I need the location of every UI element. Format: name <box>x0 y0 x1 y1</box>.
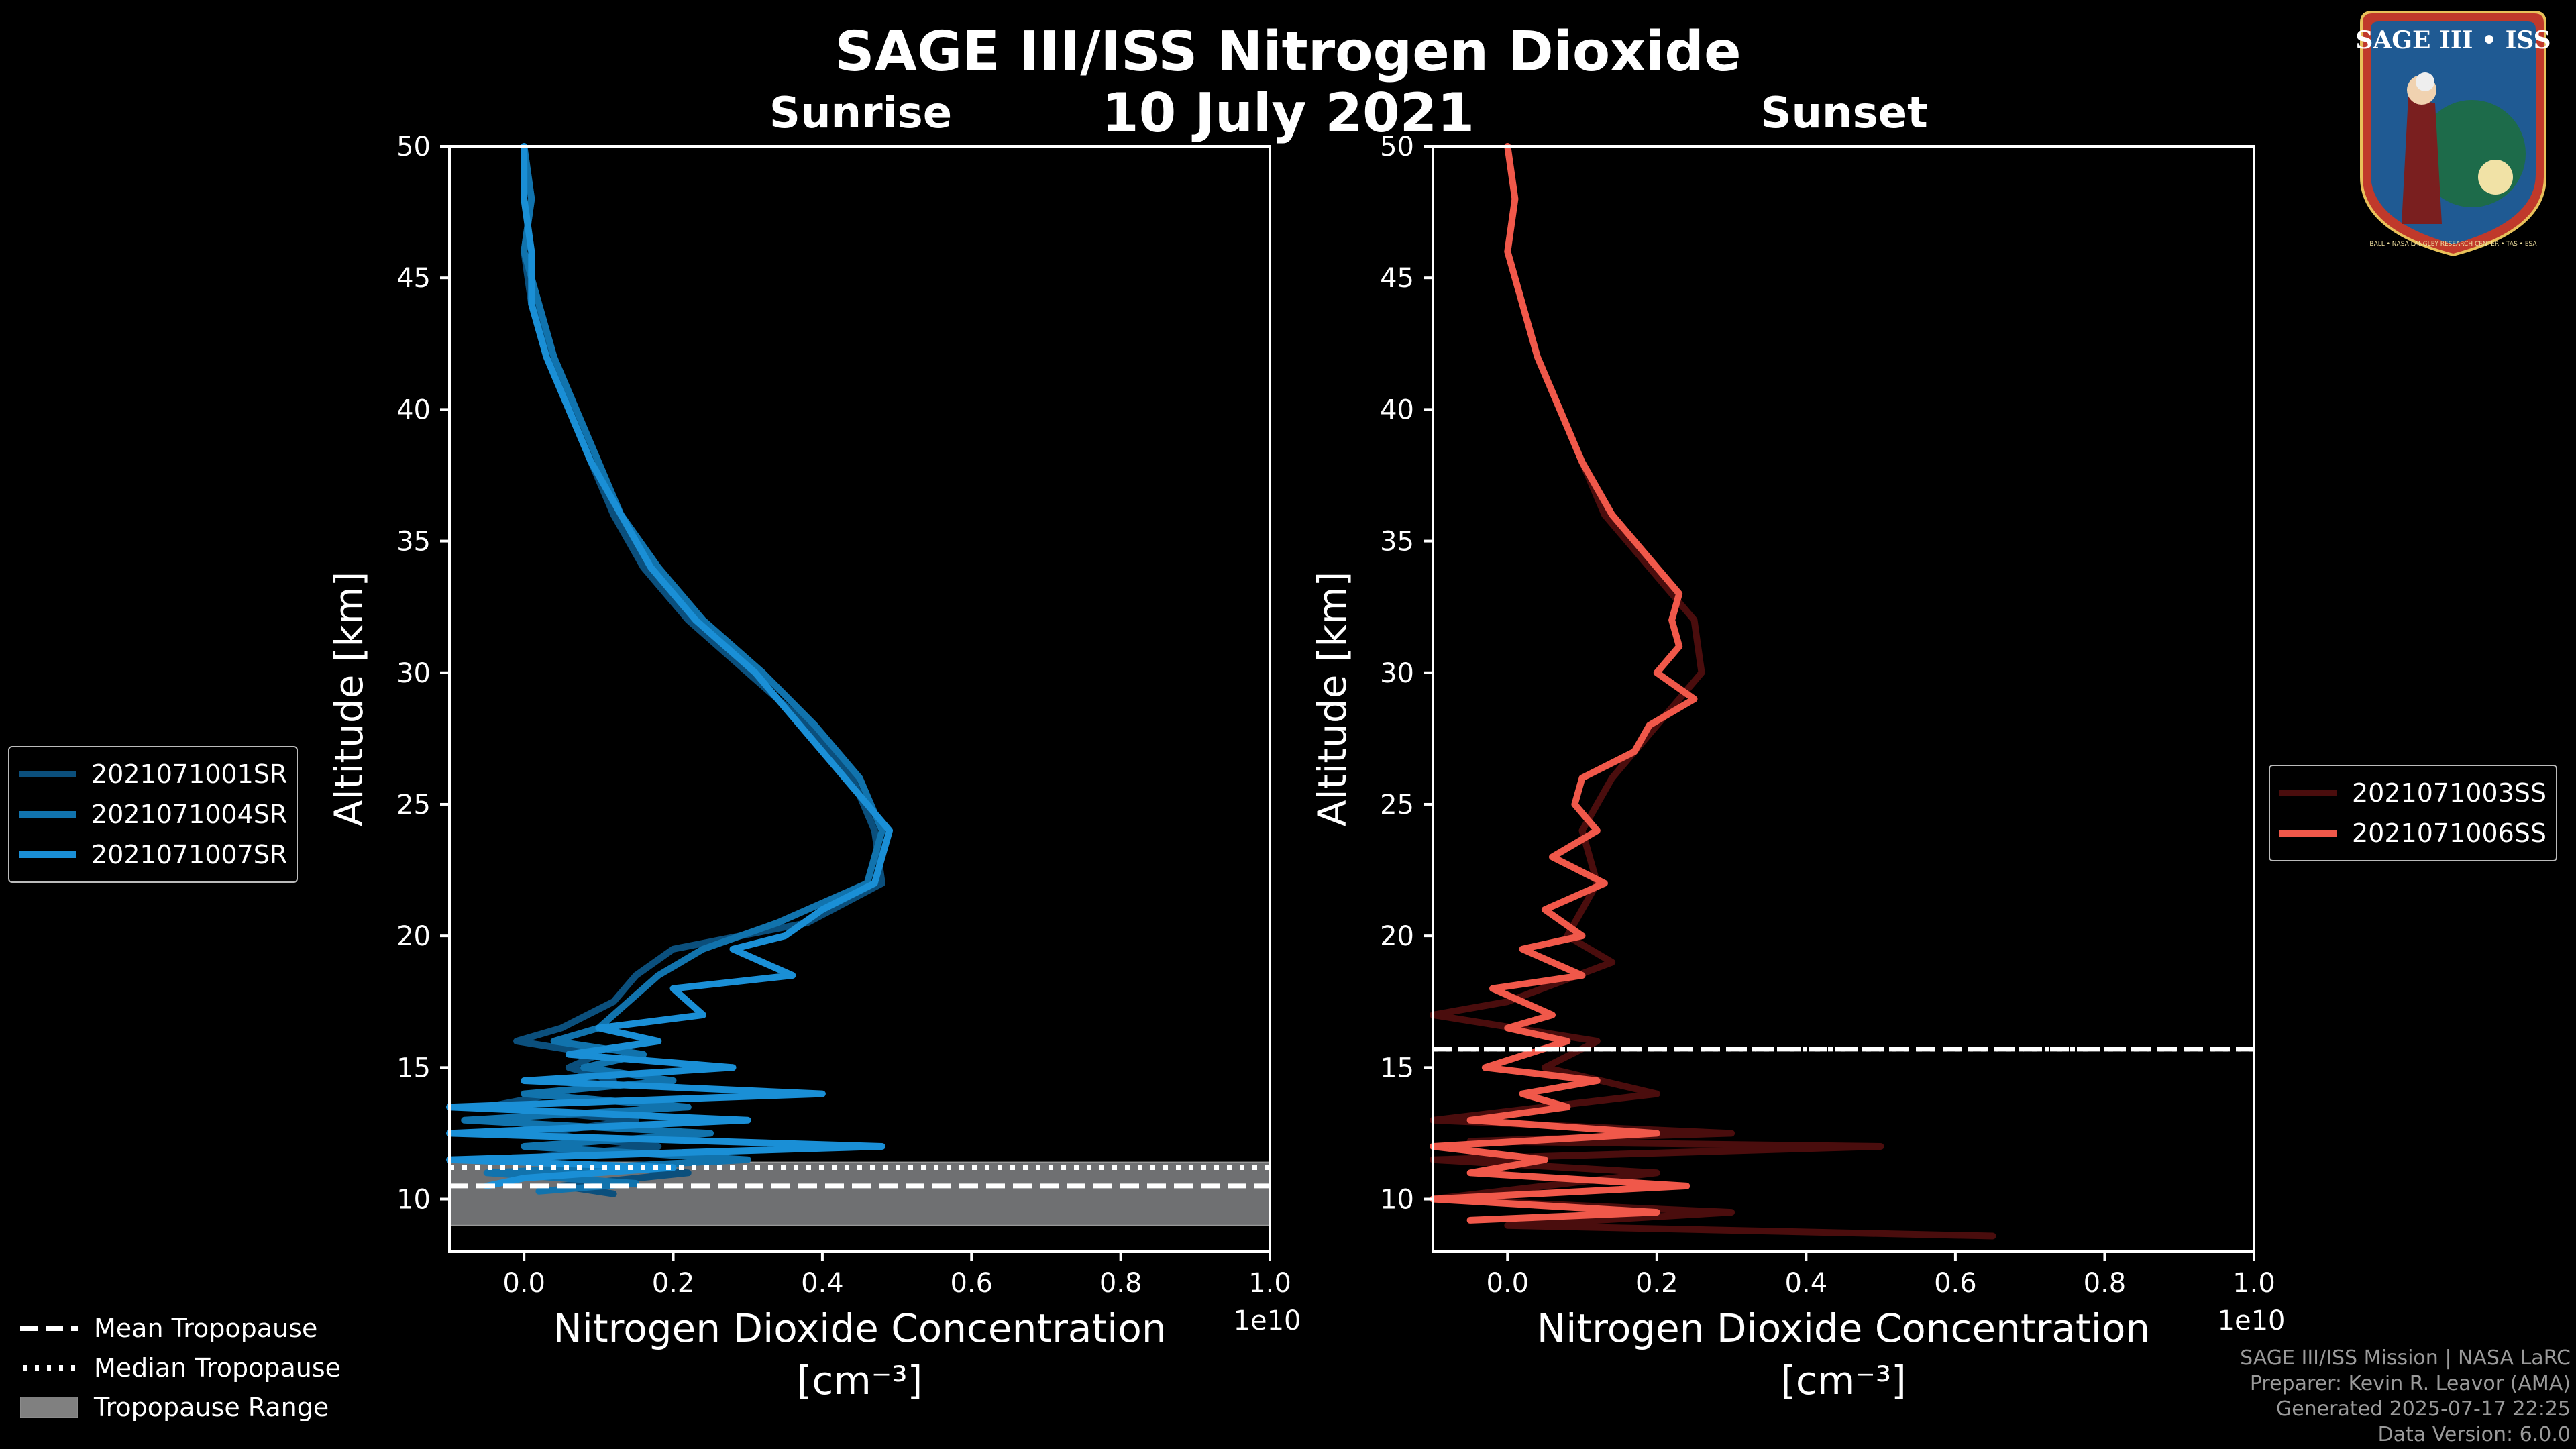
y-tick-label: 45 <box>396 263 431 294</box>
x-tick-label: 0.4 <box>1785 1268 1828 1299</box>
x-tick-label: 0.0 <box>1486 1268 1529 1299</box>
legend-item-range: Tropopause Range <box>20 1387 341 1427</box>
x-tick-label: 0.6 <box>1934 1268 1977 1299</box>
range-swatch <box>20 1396 78 1418</box>
profile-line-2021071007SR <box>446 143 893 1189</box>
dashed-line-swatch <box>20 1325 78 1331</box>
legend-item-mean: Mean Tropopause <box>20 1308 341 1348</box>
x-tick-label: 0.2 <box>652 1268 695 1299</box>
sunrise-panel-title: Sunrise <box>769 89 953 138</box>
logo-text: SAGE III • ISS <box>2355 26 2551 54</box>
logo-ring-text: BALL • NASA LANGLEY RESEARCH CENTER • TA… <box>2369 241 2537 248</box>
legend-label: 2021071004SR <box>91 800 288 829</box>
y-tick-label: 25 <box>396 790 431 820</box>
legend-label: 2021071003SS <box>2352 778 2547 808</box>
profile-line-2021071006SS <box>1430 143 1698 1224</box>
x-axis-units: [cm⁻³] <box>797 1358 923 1403</box>
legend-swatch <box>19 811 76 818</box>
y-tick-label: 30 <box>396 658 431 689</box>
legend-label: Median Tropopause <box>94 1352 341 1383</box>
sage-iii-iss-logo: SAGE III • ISS BALL • NASA LANGLEY RESEA… <box>2355 11 2551 257</box>
x-tick-label: 0.8 <box>1099 1268 1142 1299</box>
footer-credits: SAGE III/ISS Mission | NASA LaRC Prepare… <box>2240 1346 2571 1448</box>
y-tick-label: 15 <box>396 1053 431 1083</box>
y-tick-label: 35 <box>396 527 431 557</box>
legend-item: 2021071007SR <box>19 835 287 875</box>
y-tick-label: 40 <box>1380 394 1414 425</box>
footer-line: Preparer: Kevin R. Leavor (AMA) <box>2249 1372 2571 1395</box>
y-tick-label: 10 <box>396 1185 431 1216</box>
x-offset-label: 1e10 <box>2218 1305 2286 1336</box>
y-tick-label: 40 <box>396 394 431 425</box>
axes-frame <box>448 145 1271 1253</box>
x-tick-label: 0.4 <box>801 1268 844 1299</box>
sunset-legend: 2021071003SS 2021071006SS <box>2269 765 2558 861</box>
figure-date: 10 July 2021 <box>1102 82 1474 144</box>
profile-line-2021071004SR <box>461 143 885 1195</box>
sunset-plot: 0.0 0.2 0.4 0.6 0.8 1.0 10 15 20 25 30 35 40 45 50 1e10… <box>1309 131 2285 1403</box>
y-tick-label: 20 <box>396 921 431 952</box>
y-tick-label: 10 <box>1380 1185 1414 1216</box>
y-tick-label: 15 <box>1380 1053 1414 1083</box>
x-tick-label: 1.0 <box>2233 1268 2275 1299</box>
legend-label: Tropopause Range <box>94 1392 329 1422</box>
x-tick-label: 1.0 <box>1248 1268 1291 1299</box>
x-tick-label: 0.2 <box>1635 1268 1678 1299</box>
legend-item-median: Median Tropopause <box>20 1348 341 1387</box>
sunrise-legend: 2021071001SR 2021071004SR 2021071007SR <box>8 746 299 883</box>
legend-swatch <box>2279 790 2337 796</box>
legend-swatch <box>2279 830 2337 837</box>
plot-area <box>1433 146 2254 1252</box>
sunrise-plot: 0.0 0.2 0.4 0.6 0.8 1.0 10 15 20 25 30 35 40 45 50 1e10… <box>326 131 1301 1403</box>
x-tick-label: 0.6 <box>950 1268 993 1299</box>
x-axis-label: Nitrogen Dioxide Concentration <box>553 1305 1166 1351</box>
x-axis-label: Nitrogen Dioxide Concentration <box>1537 1305 2150 1351</box>
x-tick-label: 0.8 <box>2084 1268 2127 1299</box>
legend-item: 2021071004SR <box>19 794 287 835</box>
dotted-line-swatch <box>23 1364 78 1371</box>
y-tick-label: 25 <box>1380 790 1414 820</box>
footer-line: Generated 2025-07-17 22:25 <box>2275 1397 2571 1421</box>
legend-swatch <box>19 851 76 858</box>
y-tick-label: 50 <box>396 131 431 162</box>
sunset-panel-title: Sunset <box>1760 89 1928 138</box>
y-tick-label: 20 <box>1380 921 1414 952</box>
y-tick-label: 35 <box>1380 527 1414 557</box>
tropopause-legend: Mean Tropopause Median Tropopause Tropop… <box>20 1308 341 1427</box>
y-tick-label: 30 <box>1380 658 1414 689</box>
legend-swatch <box>19 771 76 777</box>
y-axis-label: Altitude [km] <box>326 572 372 826</box>
figure-title: SAGE III/ISS Nitrogen Dioxide <box>835 20 1741 84</box>
footer-line: SAGE III/ISS Mission | NASA LaRC <box>2240 1346 2571 1370</box>
y-axis-label: Altitude [km] <box>1309 572 1355 826</box>
legend-item: 2021071001SR <box>19 754 287 794</box>
x-axis-units: [cm⁻³] <box>1780 1358 1907 1403</box>
axes-frame <box>1432 145 2255 1253</box>
legend-item: 2021071003SS <box>2279 773 2546 813</box>
legend-label: 2021071007SR <box>91 840 288 869</box>
legend-label: 2021071006SS <box>2352 818 2547 848</box>
legend-item: 2021071006SS <box>2279 813 2546 853</box>
footer-line: Data Version: 6.0.0 <box>2377 1423 2571 1446</box>
x-tick-label: 0.0 <box>502 1268 545 1299</box>
x-offset-label: 1e10 <box>1234 1305 1301 1336</box>
y-tick-label: 50 <box>1380 131 1414 162</box>
legend-label: Mean Tropopause <box>94 1313 318 1343</box>
y-tick-label: 45 <box>1380 263 1414 294</box>
legend-label: 2021071001SR <box>91 759 288 789</box>
